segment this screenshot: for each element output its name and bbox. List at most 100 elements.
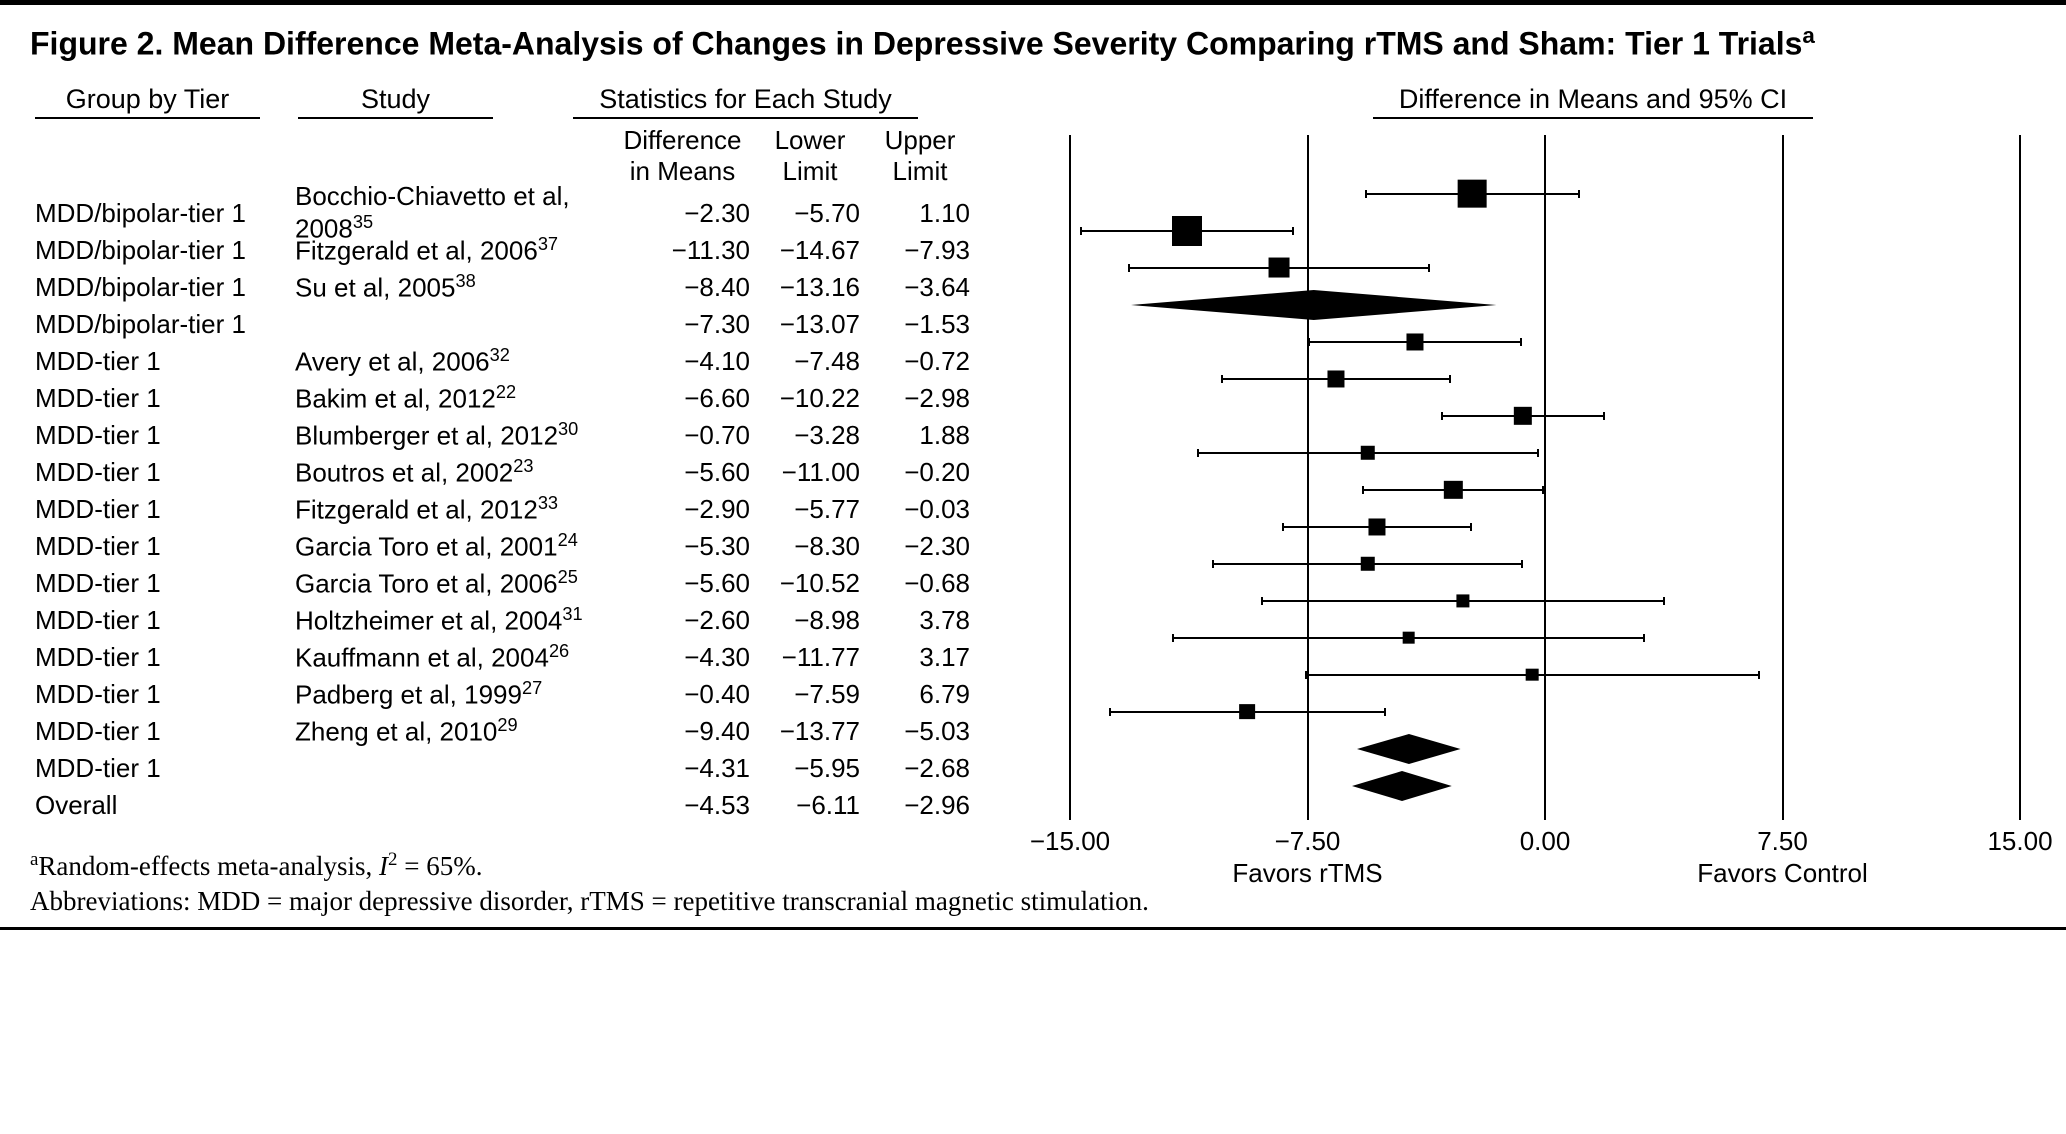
study-ref: 30 <box>558 419 578 439</box>
summary-diamond <box>1131 290 1496 320</box>
figure-title-super: a <box>1802 23 1814 48</box>
cell-group: MDD/bipolar-tier 1 <box>35 235 290 266</box>
point-estimate <box>1239 704 1255 720</box>
axis-label: 15.00 <box>1987 826 2052 857</box>
axis-label: −7.50 <box>1275 826 1341 857</box>
study-ref: 38 <box>455 271 475 291</box>
forest-plot: −15.00−7.500.007.5015.00 Favors rTMS Fav… <box>1070 135 2020 883</box>
cell-group: MDD-tier 1 <box>35 457 290 488</box>
point-estimate <box>1172 216 1202 246</box>
study-name: Garcia Toro et al, 2006 <box>295 568 558 598</box>
study-name: Holtzheimer et al, 2004 <box>295 605 562 635</box>
column-headers: Group by Tier Study Statistics for Each … <box>30 85 2036 119</box>
favors-rtms: Favors rTMS <box>1232 858 1382 889</box>
cell-upp: −0.20 <box>860 457 970 488</box>
cell-group: Overall <box>35 790 290 821</box>
cell-upp: −2.30 <box>860 531 970 562</box>
footnote-abbrev: Abbreviations: MDD = major depressive di… <box>30 885 2036 919</box>
subheader-diff: Difference in Means <box>615 125 750 187</box>
cell-upp: −2.68 <box>860 753 970 784</box>
point-estimate <box>1458 179 1487 208</box>
axis-label: 7.50 <box>1757 826 1808 857</box>
study-ref: 37 <box>538 234 558 254</box>
cell-diff: −4.30 <box>645 642 750 673</box>
figure-title-text: Figure 2. Mean Difference Meta-Analysis … <box>30 26 1802 62</box>
header-group: Group by Tier <box>35 84 260 119</box>
cell-study: Bakim et al, 201222 <box>295 382 645 415</box>
cell-group: MDD-tier 1 <box>35 605 290 636</box>
cell-diff: −9.40 <box>645 716 750 747</box>
cell-group: MDD-tier 1 <box>35 716 290 747</box>
gridline <box>1307 135 1309 808</box>
cell-diff: −7.30 <box>645 309 750 340</box>
cell-group: MDD-tier 1 <box>35 679 290 710</box>
study-name: Fitzgerald et al, 2006 <box>295 235 538 265</box>
axis-tick <box>1307 808 1309 820</box>
point-estimate <box>1407 333 1424 350</box>
study-ref: 26 <box>549 641 569 661</box>
point-estimate <box>1369 518 1386 535</box>
study-name: Su et al, 2005 <box>295 272 455 302</box>
cell-low: −13.77 <box>750 716 860 747</box>
point-estimate <box>1456 594 1469 607</box>
point-estimate <box>1360 445 1374 459</box>
study-name: Padberg et al, 1999 <box>295 679 522 709</box>
study-ref: 25 <box>558 567 578 587</box>
point-estimate <box>1403 631 1416 644</box>
cell-upp: −0.72 <box>860 346 970 377</box>
cell-group: MDD-tier 1 <box>35 531 290 562</box>
forest-plot-figure: Figure 2. Mean Difference Meta-Analysis … <box>0 0 2066 930</box>
point-estimate <box>1360 556 1374 570</box>
subheader-low: Lower Limit <box>760 125 860 187</box>
point-estimate <box>1269 257 1290 278</box>
cell-diff: −8.40 <box>645 272 750 303</box>
point-estimate <box>1327 370 1344 387</box>
study-ref: 24 <box>558 530 578 550</box>
axis-ticks <box>1070 808 2020 820</box>
cell-low: −5.70 <box>750 198 860 229</box>
cell-low: −3.28 <box>750 420 860 451</box>
cell-study: Zheng et al, 201029 <box>295 715 645 748</box>
header-stats: Statistics for Each Study <box>573 84 918 119</box>
study-name: Boutros et al, 2002 <box>295 457 513 487</box>
cell-upp: 1.88 <box>860 420 970 451</box>
gridline <box>1544 135 1546 808</box>
cell-group: MDD-tier 1 <box>35 494 290 525</box>
study-name: Zheng et al, 2010 <box>295 716 497 746</box>
gridline <box>2019 135 2021 808</box>
cell-low: −7.48 <box>750 346 860 377</box>
cell-upp: 3.17 <box>860 642 970 673</box>
x-axis: −15.00−7.500.007.5015.00 Favors rTMS Fav… <box>1070 808 2020 883</box>
axis-label: 0.00 <box>1520 826 1571 857</box>
subheader-upp: Upper Limit <box>870 125 970 187</box>
cell-diff: −4.53 <box>645 790 750 821</box>
cell-diff: −2.60 <box>645 605 750 636</box>
cell-group: MDD-tier 1 <box>35 420 290 451</box>
cell-upp: 1.10 <box>860 198 970 229</box>
axis-labels: −15.00−7.500.007.5015.00 <box>1070 820 2020 850</box>
cell-study: Fitzgerald et al, 200637 <box>295 234 645 267</box>
study-name: Kauffmann et al, 2004 <box>295 642 549 672</box>
point-estimate <box>1444 480 1462 498</box>
study-name: Garcia Toro et al, 2001 <box>295 531 558 561</box>
study-name: Blumberger et al, 2012 <box>295 420 558 450</box>
cell-low: −5.77 <box>750 494 860 525</box>
cell-low: −7.59 <box>750 679 860 710</box>
cell-study: Padberg et al, 199927 <box>295 678 645 711</box>
axis-tick <box>1782 808 1784 820</box>
header-plot: Difference in Means and 95% CI <box>1373 84 1813 119</box>
cell-upp: −3.64 <box>860 272 970 303</box>
cell-group: MDD-tier 1 <box>35 346 290 377</box>
cell-low: −13.16 <box>750 272 860 303</box>
study-ref: 31 <box>562 604 582 624</box>
cell-study: Su et al, 200538 <box>295 271 645 304</box>
cell-upp: −2.96 <box>860 790 970 821</box>
favors-labels: Favors rTMS Favors Control <box>1070 858 2020 888</box>
footnote-a-pre: Random-effects meta-analysis, <box>38 851 379 881</box>
plot-rows <box>1070 135 2020 804</box>
cell-low: −5.95 <box>750 753 860 784</box>
study-name: Fitzgerald et al, 2012 <box>295 494 538 524</box>
cell-group: MDD/bipolar-tier 1 <box>35 309 290 340</box>
cell-diff: −0.70 <box>645 420 750 451</box>
cell-diff: −5.60 <box>645 457 750 488</box>
